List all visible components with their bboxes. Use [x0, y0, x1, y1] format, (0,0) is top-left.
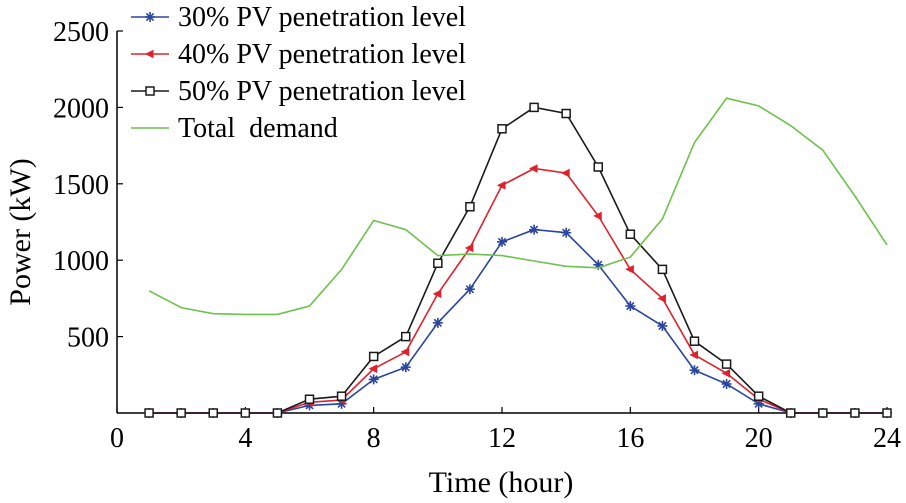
data-point: [496, 181, 506, 190]
y-axis-label: Power (kW): [4, 158, 37, 305]
legend-label: Total demand: [178, 113, 338, 144]
data-point: [689, 350, 698, 360]
x-axis-label: Time (hour): [429, 466, 574, 499]
data-point: [882, 408, 892, 418]
data-point: [368, 374, 379, 385]
x-tick-label: 8: [367, 423, 381, 454]
data-point: [433, 258, 443, 269]
series-1: [144, 224, 892, 418]
data-point: [625, 265, 634, 274]
data-point: [176, 408, 186, 418]
data-point: [400, 362, 411, 373]
data-point: [818, 408, 828, 418]
x-tick-label: 20: [745, 423, 773, 454]
data-point: [465, 201, 475, 212]
data-point: [529, 102, 539, 113]
legend-entry: 40% PV penetration level: [131, 39, 466, 70]
x-tick-label: 0: [110, 423, 124, 454]
data-point: [721, 378, 732, 389]
data-point: [689, 336, 700, 346]
series-3: [144, 102, 892, 418]
data-point: [497, 124, 507, 134]
data-point: [561, 227, 572, 238]
data-point: [304, 394, 315, 404]
data-point: [208, 408, 218, 418]
data-point: [368, 351, 379, 362]
data-point: [721, 368, 731, 378]
data-point: [593, 162, 603, 172]
data-point: [336, 391, 347, 401]
data-point: [657, 320, 668, 331]
series-2: [143, 164, 891, 418]
y-tick-label: 1000: [53, 246, 109, 277]
data-point: [850, 408, 860, 418]
data-point: [561, 168, 570, 178]
y-tick-label: 500: [67, 323, 109, 354]
x-tick-label: 12: [488, 423, 516, 454]
series-line: [149, 106, 887, 414]
y-tick-label: 2500: [53, 17, 109, 48]
data-point: [144, 49, 154, 59]
series-4: [148, 97, 888, 316]
legend: 30% PV penetration level 40% PV penetrati…: [131, 2, 466, 144]
data-point: [593, 211, 602, 221]
data-point: [464, 284, 475, 295]
data-point: [432, 317, 443, 328]
data-point: [657, 264, 668, 275]
y-tick-label: 1500: [53, 170, 109, 201]
data-point: [400, 347, 410, 357]
chart-axes: 0 4 8 12 16 20 24 500 1000 1500 2000 2500: [53, 17, 901, 454]
data-point: [497, 236, 507, 247]
data-point: [401, 331, 411, 342]
legend-entry: 30% PV penetration level: [131, 2, 466, 33]
data-point: [529, 224, 540, 235]
series-line: [149, 167, 887, 414]
legend-label: 30% PV penetration level: [178, 2, 466, 33]
data-point: [689, 365, 700, 376]
data-point: [625, 301, 636, 312]
data-point: [464, 243, 474, 253]
x-tick-label: 16: [616, 423, 644, 454]
data-point: [240, 408, 251, 418]
y-tick-label: 2000: [53, 93, 109, 124]
data-point: [625, 229, 636, 239]
data-point: [753, 391, 764, 401]
series-line: [148, 97, 888, 316]
x-tick-label: 4: [238, 423, 252, 454]
data-point: [145, 12, 155, 22]
series-line: [149, 228, 887, 414]
data-point: [432, 289, 442, 299]
legend-entry: Total demand: [131, 113, 338, 144]
legend-label: 40% PV penetration level: [178, 39, 466, 70]
data-point: [657, 294, 666, 303]
x-tick-label: 24: [873, 423, 901, 454]
series-layer: [143, 97, 892, 418]
data-point: [561, 108, 571, 119]
data-point: [368, 364, 378, 373]
data-point: [721, 359, 732, 369]
data-point: [145, 86, 155, 96]
data-point: [528, 164, 538, 173]
data-point: [272, 408, 283, 418]
data-point: [786, 408, 796, 418]
legend-entry: 50% PV penetration level: [131, 76, 466, 107]
data-point: [144, 408, 154, 418]
legend-label: 50% PV penetration level: [178, 76, 466, 107]
